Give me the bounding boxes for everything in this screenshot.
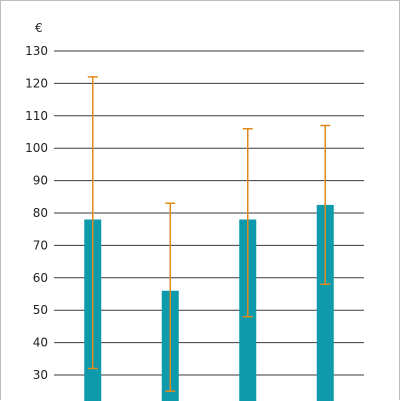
y-tick-label: 130 (25, 44, 48, 58)
y-tick-label: 90 (33, 174, 48, 188)
error-bar-1 (87, 76, 98, 370)
y-unit-label: € (35, 21, 43, 35)
y-tick-label: 70 (33, 238, 48, 252)
bar-4 (316, 204, 334, 401)
y-tick-label: 50 (33, 303, 48, 317)
y-tick-label: 100 (25, 141, 48, 155)
error-bar-2 (165, 202, 176, 392)
error-bars (87, 76, 331, 392)
bars (84, 204, 334, 401)
y-tick-label: 60 (33, 271, 48, 285)
error-bar-4 (320, 124, 331, 286)
y-tick-label: 40 (33, 336, 48, 350)
gridlines (54, 50, 364, 376)
y-tick-label: 80 (33, 206, 48, 220)
y-tick-label: 30 (33, 368, 48, 382)
error-bar-3 (242, 128, 253, 318)
y-tick-label: 110 (25, 109, 48, 123)
y-tick-labels: 30 40 50 60 70 80 90 100 110 120 130 (25, 44, 48, 382)
y-tick-label: 120 (25, 76, 48, 90)
